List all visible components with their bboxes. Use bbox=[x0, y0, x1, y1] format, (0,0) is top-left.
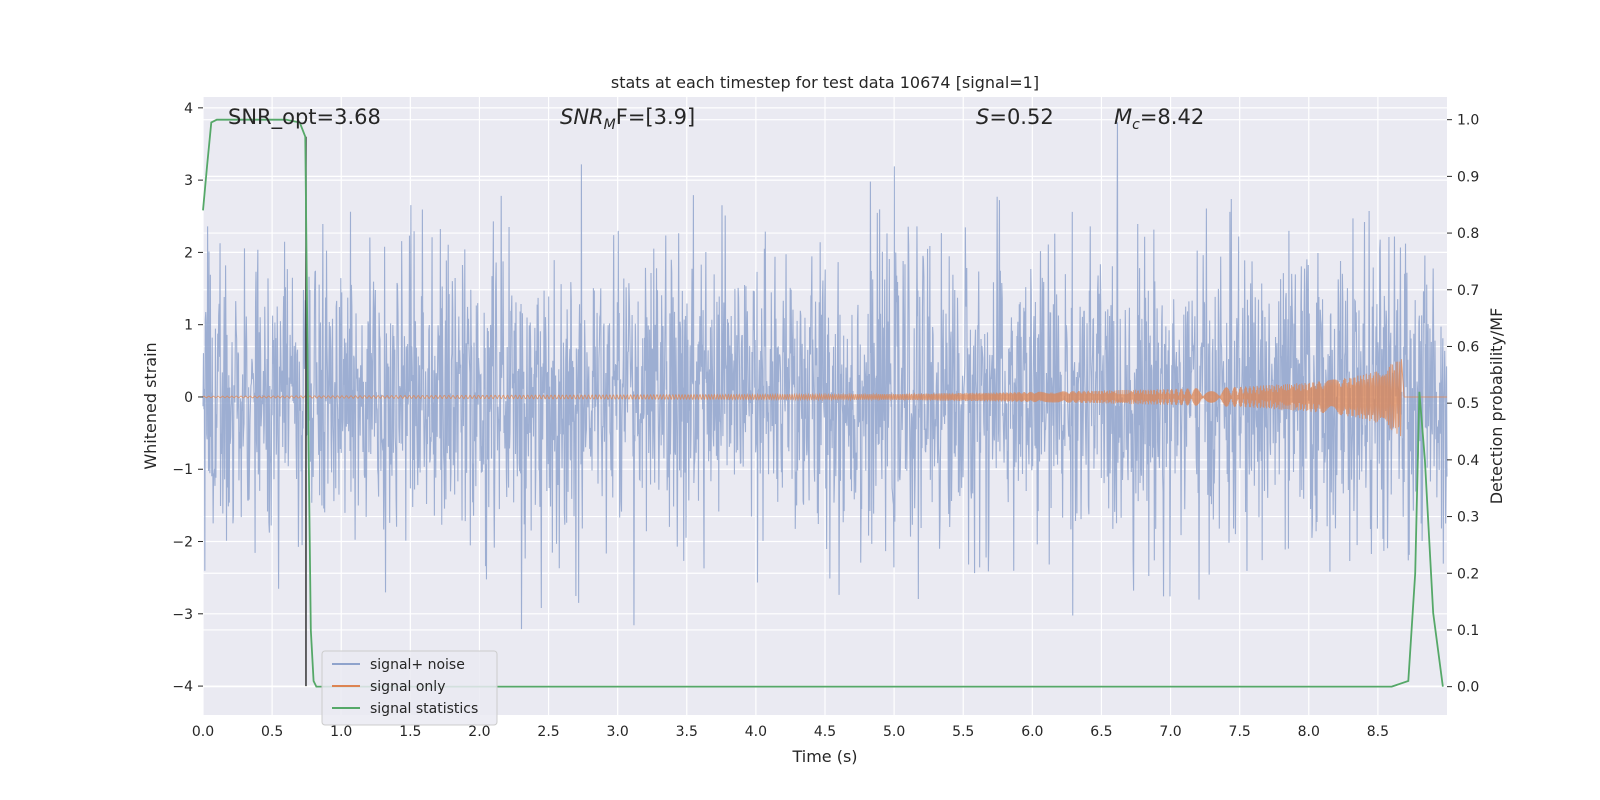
ticks-layer: 0.0 0.5 1.0 1.5 2.0 2.5 3.0 3.5 4.0 4.5 5.0 5.5 6.0 6… bbox=[172, 101, 1479, 740]
series-signal-noise bbox=[202, 122, 1448, 630]
x-tick-label: 2.0 bbox=[468, 724, 490, 740]
y-tick-label-right: 1.0 bbox=[1457, 113, 1479, 129]
snr-mf-annotation: SNRMF=[3.9] bbox=[560, 105, 695, 133]
y-tick-label-left: 0 bbox=[184, 390, 193, 406]
y-tick-label-right: 0.1 bbox=[1457, 623, 1479, 639]
y-tick-label-left: −3 bbox=[172, 607, 193, 623]
mc-annotation: Mc=8.42 bbox=[1114, 105, 1204, 133]
x-tick-label: 6.0 bbox=[1021, 724, 1043, 740]
y-tick-label-left: −2 bbox=[172, 535, 193, 551]
x-tick-label: 7.0 bbox=[1159, 724, 1181, 740]
x-tick-label: 1.0 bbox=[330, 724, 352, 740]
x-tick-label: 4.5 bbox=[814, 724, 836, 740]
legend-label-signal-only: signal only bbox=[370, 679, 445, 695]
x-tick-label: 0.5 bbox=[261, 724, 283, 740]
y-tick-label-left: 2 bbox=[184, 245, 193, 261]
y-tick-label-right: 0.2 bbox=[1457, 566, 1479, 582]
x-tick-label: 1.5 bbox=[399, 724, 421, 740]
y-tick-label-right: 0.8 bbox=[1457, 226, 1479, 242]
legend: signal+ noise signal only signal statist… bbox=[321, 650, 498, 726]
y-tick-label-left: 3 bbox=[184, 173, 193, 189]
y-tick-label-left: 4 bbox=[184, 101, 193, 117]
chart-title: stats at each timestep for test data 106… bbox=[611, 73, 1039, 92]
y-tick-label-left: 1 bbox=[184, 318, 193, 334]
y-tick-label-right: 0.0 bbox=[1457, 680, 1479, 696]
x-tick-label: 3.0 bbox=[607, 724, 629, 740]
x-axis-label: Time (s) bbox=[791, 747, 857, 766]
y-tick-label-right: 0.5 bbox=[1457, 396, 1479, 412]
s-value: =0.52 bbox=[989, 105, 1053, 129]
y-tick-label-left: −4 bbox=[172, 679, 193, 695]
y-tick-label-right: 0.9 bbox=[1457, 169, 1479, 185]
mc-value: =8.42 bbox=[1140, 105, 1204, 129]
x-tick-label: 4.0 bbox=[745, 724, 767, 740]
y-axis-label-right: Detection probability/MF bbox=[1487, 308, 1506, 505]
x-tick-label: 2.5 bbox=[537, 724, 559, 740]
y-tick-label-right: 0.6 bbox=[1457, 339, 1479, 355]
series-signal-only bbox=[202, 359, 1447, 437]
legend-label-signal-statistics: signal statistics bbox=[370, 701, 478, 717]
x-tick-label: 6.5 bbox=[1090, 724, 1112, 740]
mc-main: M bbox=[1114, 105, 1132, 129]
snr-opt-annotation: SNR_opt=3.68 bbox=[228, 105, 381, 130]
snr-mf-main: SNR bbox=[560, 105, 604, 129]
y-tick-label-left: −1 bbox=[172, 462, 193, 478]
snr-mf-rest: F=[3.9] bbox=[616, 105, 695, 129]
y-tick-label-right: 0.4 bbox=[1457, 453, 1479, 469]
y-axis-label-left: Whitened strain bbox=[141, 342, 160, 469]
snr-mf-sub: M bbox=[604, 117, 616, 133]
legend-label-signal-noise: signal+ noise bbox=[370, 657, 465, 673]
y-tick-label-right: 0.7 bbox=[1457, 283, 1479, 299]
legend-box bbox=[321, 650, 498, 726]
x-tick-label: 3.5 bbox=[676, 724, 698, 740]
x-tick-label: 8.0 bbox=[1298, 724, 1320, 740]
y-tick-label-right: 0.3 bbox=[1457, 510, 1479, 526]
x-tick-label: 8.5 bbox=[1367, 724, 1389, 740]
mc-sub: c bbox=[1132, 117, 1140, 133]
s-annotation: S=0.52 bbox=[976, 105, 1054, 129]
s-label: S bbox=[976, 105, 989, 129]
x-tick-label: 0.0 bbox=[192, 724, 214, 740]
x-tick-label: 7.5 bbox=[1229, 724, 1251, 740]
x-tick-label: 5.0 bbox=[883, 724, 905, 740]
x-tick-label: 5.5 bbox=[952, 724, 974, 740]
